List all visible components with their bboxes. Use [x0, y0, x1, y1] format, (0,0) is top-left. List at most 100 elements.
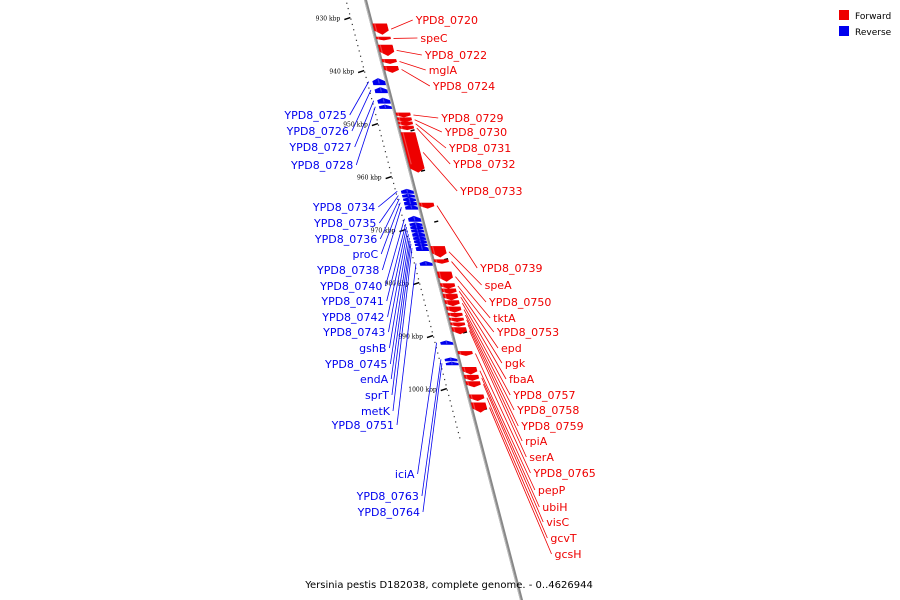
gene-shade: [450, 317, 453, 322]
minor-tick: [386, 156, 388, 158]
minor-tick: [430, 325, 432, 328]
leader-line: [457, 285, 495, 333]
minor-tick: [435, 347, 437, 349]
gene-shade: [382, 97, 385, 103]
gene-label-metk: metK: [361, 405, 391, 418]
minor-tick: [346, 2, 348, 4]
gene-forward-ypd8_0730: [396, 117, 413, 123]
leader-line: [392, 247, 413, 412]
tick-label: 980 kbp: [385, 281, 410, 288]
minor-tick: [421, 294, 424, 296]
minor-tick: [459, 437, 461, 439]
minor-tick: [402, 219, 404, 222]
gene-shade: [385, 66, 388, 72]
legend-reverse-label: Reverse: [855, 28, 892, 38]
minor-tick: [448, 394, 450, 397]
leader-line: [421, 359, 442, 497]
minor-tick: [347, 7, 349, 10]
minor-tick: [355, 39, 358, 41]
gene-shade: [418, 236, 421, 240]
major-tick: [371, 122, 379, 127]
gene-shade: [447, 306, 450, 312]
minor-tick: [409, 246, 411, 248]
leader-line: [388, 230, 408, 333]
gene-forward-tkta: [436, 271, 453, 282]
leader-line: [451, 261, 487, 303]
leader-line: [385, 218, 405, 287]
leader-line: [481, 377, 540, 508]
minor-tick: [452, 410, 454, 412]
minor-tick: [419, 283, 421, 285]
gene-forward-ypd8_0758: [447, 312, 463, 318]
major-tick: [344, 16, 351, 21]
minor-tick: [394, 188, 396, 190]
minor-tick: [372, 103, 374, 105]
leader-line: [448, 251, 482, 286]
minor-tick: [453, 416, 455, 418]
minor-tick: [383, 145, 385, 147]
minor-tick: [446, 389, 448, 391]
leader-line: [377, 191, 398, 208]
gene-reverse-ypd8_0763: [444, 357, 458, 362]
gene-label-ypd8_0742: YPD8_0742: [321, 311, 384, 324]
gene-label-spea: speA: [485, 279, 512, 292]
gene-label-gcvt: gcvT: [550, 532, 577, 545]
legend-forward-label: Forward: [855, 12, 891, 22]
gene-shade: [463, 367, 467, 373]
gene-reverse-ypd8_0727: [377, 97, 391, 104]
minor-tick: [377, 124, 380, 126]
genome-backbone: [363, 0, 524, 600]
tick-label: 940 kbp: [329, 69, 354, 76]
minor-tick: [426, 310, 428, 312]
gene-reverse-ypd8_0726: [374, 87, 388, 94]
gene-shade: [383, 59, 386, 63]
gene-reverse-ypd8_0738: [404, 204, 419, 210]
gene-reverse-ypd8_0725: [372, 78, 386, 86]
minor-tick: [441, 368, 443, 370]
gene-forward-ypd8_0753: [439, 283, 456, 289]
gene-shade: [416, 228, 419, 232]
gene-label-ypd8_0734: YPD8_0734: [312, 201, 375, 214]
gene-forward-ypd8_0722: [377, 44, 395, 56]
gene-label-ypd8_0745: YPD8_0745: [324, 358, 387, 371]
gene-label-fbaa: fbaA: [509, 373, 535, 386]
minor-tick: [391, 177, 393, 179]
gene-label-ypd8_0739: YPD8_0739: [479, 262, 542, 275]
gene-shade: [449, 313, 452, 317]
gene-label-ypd8_0728: YPD8_0728: [290, 159, 353, 172]
gene-shade: [467, 381, 470, 386]
minor-tick: [376, 119, 378, 121]
gene-label-ypd8_0750: YPD8_0750: [488, 296, 551, 309]
legend-forward-swatch: [839, 10, 849, 20]
gene-label-spec: speC: [420, 32, 447, 45]
gene-label-ypd8_0751: YPD8_0751: [331, 419, 394, 432]
leader-line: [387, 227, 407, 318]
gene-label-ypd8_0733: YPD8_0733: [459, 185, 522, 198]
leader-line: [389, 237, 410, 365]
minor-tick: [428, 320, 431, 322]
gene-shade: [453, 327, 456, 333]
gene-shade: [384, 104, 387, 109]
leader-line: [479, 370, 536, 491]
gene-label-ypd8_0725: YPD8_0725: [283, 109, 346, 122]
leader-line: [483, 384, 544, 523]
gene-reverse-ypd8_0728: [378, 104, 393, 109]
leader-line: [422, 152, 458, 192]
major-tick: [412, 281, 420, 286]
leader-line: [455, 276, 491, 319]
gene-shade: [465, 375, 468, 380]
gene-label-mgla: mglA: [429, 64, 458, 77]
leader-line: [386, 223, 407, 302]
gene-forward-ypd8_0724: [383, 66, 399, 73]
major-tick: [426, 334, 434, 339]
gene-shade: [417, 231, 420, 236]
minor-tick: [361, 60, 363, 63]
gene-shade: [409, 200, 412, 205]
gene-label-gcsh: gcsH: [555, 548, 582, 561]
gene-label-rpia: rpiA: [525, 435, 548, 448]
leader-line: [414, 119, 442, 133]
gene-label-tkta: tktA: [493, 312, 516, 325]
gene-forward-ypd8_0739: [418, 202, 435, 209]
minor-tick: [438, 357, 440, 359]
